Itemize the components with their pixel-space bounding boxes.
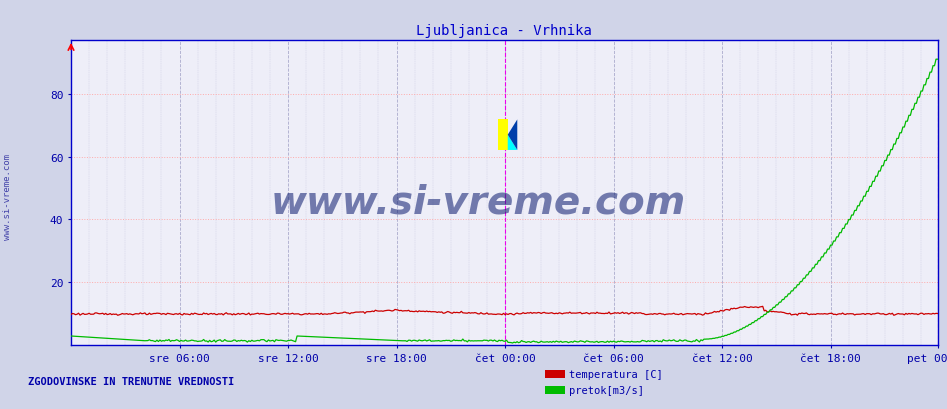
- Title: Ljubljanica - Vrhnika: Ljubljanica - Vrhnika: [417, 25, 592, 38]
- Text: www.si-vreme.com: www.si-vreme.com: [271, 184, 686, 221]
- Text: ZGODOVINSKE IN TRENUTNE VREDNOSTI: ZGODOVINSKE IN TRENUTNE VREDNOSTI: [28, 376, 235, 387]
- Text: pretok[m3/s]: pretok[m3/s]: [569, 385, 644, 395]
- Text: temperatura [C]: temperatura [C]: [569, 369, 663, 379]
- Text: www.si-vreme.com: www.si-vreme.com: [3, 153, 12, 239]
- Bar: [498, 120, 508, 151]
- Polygon shape: [508, 135, 517, 151]
- Polygon shape: [508, 120, 517, 151]
